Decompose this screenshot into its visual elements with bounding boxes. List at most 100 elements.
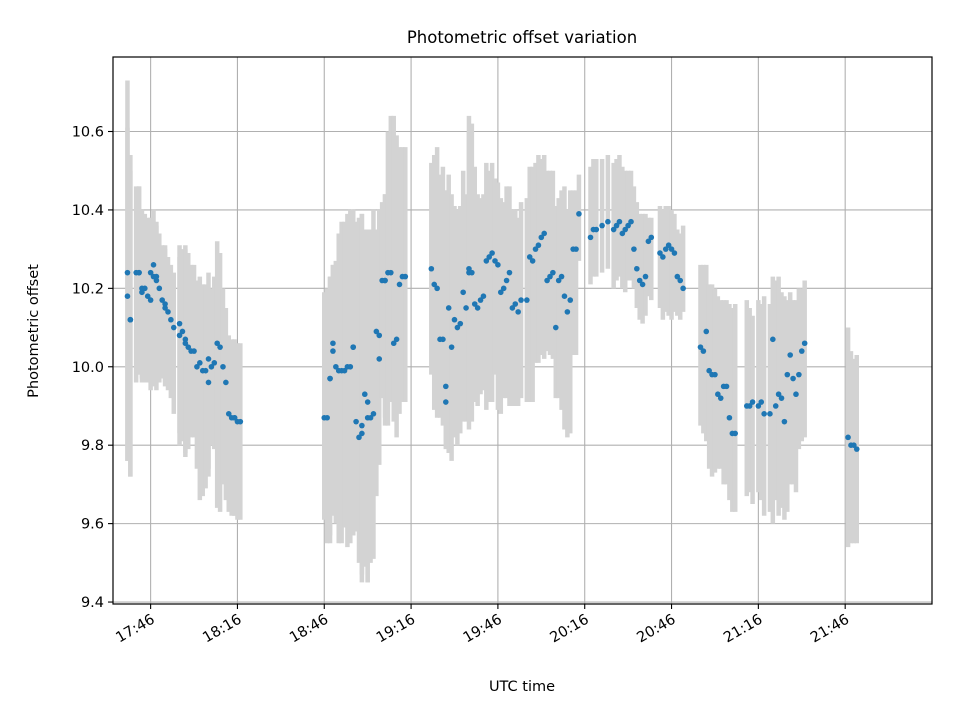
data-point (451, 316, 458, 323)
data-point (489, 250, 495, 256)
data-point (370, 411, 377, 417)
data-point (512, 301, 519, 307)
data-point (772, 403, 779, 409)
data-point (333, 363, 339, 370)
data-point (749, 399, 756, 405)
data-point (393, 336, 400, 343)
data-point (448, 344, 455, 350)
data-point (182, 340, 189, 347)
data-point (712, 371, 718, 378)
data-point (220, 363, 226, 370)
data-point (324, 414, 330, 421)
data-point (660, 254, 666, 260)
data-point (717, 395, 724, 401)
data-point (605, 218, 611, 225)
data-point (610, 226, 617, 233)
data-point (474, 305, 481, 311)
data-point (715, 391, 721, 398)
data-point (593, 226, 600, 233)
y-axis-label: Photometric offset (26, 264, 42, 398)
data-point (373, 328, 380, 335)
data-point (139, 289, 145, 296)
data-point (755, 403, 762, 409)
data-point (616, 218, 623, 225)
data-point (524, 297, 530, 303)
data-point (142, 285, 148, 292)
data-point (599, 222, 605, 229)
data-point (359, 422, 365, 429)
data-point (162, 305, 168, 311)
data-point (703, 328, 710, 335)
data-point (784, 371, 791, 378)
data-point (341, 367, 348, 374)
data-point (573, 246, 579, 252)
data-point (153, 277, 160, 284)
data-point (790, 375, 796, 382)
data-point (367, 414, 374, 421)
data-point (445, 305, 452, 311)
data-point (634, 265, 640, 272)
data-point (700, 348, 707, 354)
data-point (162, 301, 168, 307)
data-point (223, 379, 229, 386)
y-tick-label: 10.2 (72, 281, 104, 297)
data-point (576, 211, 582, 217)
data-point (477, 297, 484, 303)
data-point (628, 218, 634, 225)
data-points (124, 211, 860, 452)
data-point (639, 281, 646, 288)
data-point (327, 375, 333, 382)
data-point (509, 305, 516, 311)
data-point (434, 285, 440, 292)
data-point (237, 418, 244, 425)
data-point (662, 246, 669, 252)
data-point (506, 269, 513, 276)
data-point (550, 269, 556, 276)
data-point (619, 230, 626, 237)
data-point (191, 348, 197, 354)
data-point (202, 367, 209, 374)
data-point (492, 258, 498, 264)
x-axis-label: UTC time (489, 679, 555, 695)
data-point (500, 285, 507, 292)
data-point (194, 363, 200, 370)
data-point (208, 363, 215, 370)
data-point (165, 309, 171, 315)
data-point (159, 297, 165, 303)
data-point (463, 305, 469, 311)
data-point (668, 246, 675, 252)
data-point (443, 399, 449, 405)
data-point (648, 234, 655, 241)
data-point (796, 371, 802, 378)
data-point (845, 434, 851, 441)
plot-frame (112, 56, 933, 605)
data-point (801, 340, 808, 347)
data-point (124, 293, 131, 299)
data-point (124, 269, 131, 276)
data-point (851, 442, 857, 448)
data-point (781, 418, 788, 425)
data-point (214, 340, 220, 347)
data-point (497, 289, 504, 296)
data-point (680, 285, 686, 292)
data-point (555, 277, 562, 284)
data-point (454, 324, 461, 331)
data-point (564, 309, 571, 315)
data-point (176, 320, 183, 327)
data-point (723, 383, 730, 390)
data-point (538, 234, 545, 241)
data-point (726, 414, 733, 421)
data-point (561, 293, 568, 299)
data-point (518, 297, 524, 303)
data-point (657, 250, 663, 256)
data-point (353, 418, 359, 425)
data-point (185, 344, 192, 350)
data-point (503, 277, 510, 284)
data-point (225, 411, 232, 417)
data-point (515, 309, 521, 315)
data-point (217, 344, 223, 350)
data-point (179, 328, 186, 335)
data-point (156, 285, 163, 292)
y-axis-ticks: 9.4 9.6 9.8 10.0 10.2 10.4 10.6 (72, 125, 113, 611)
